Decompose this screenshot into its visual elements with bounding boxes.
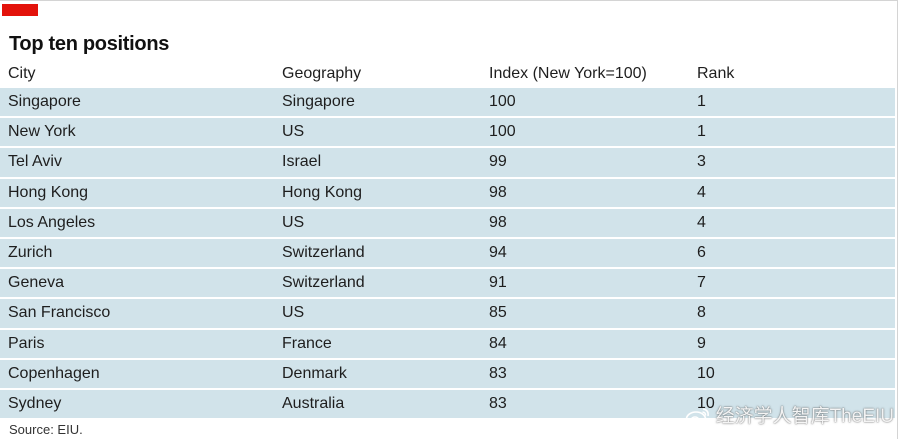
cell-index: 98	[489, 183, 507, 201]
cell-geography: Denmark	[282, 364, 347, 382]
cell-rank: 1	[697, 93, 706, 110]
cell-index: 84	[489, 334, 507, 352]
cell-geography: US	[282, 304, 305, 322]
cell-rank: 4	[697, 213, 706, 231]
cell-city: New York	[8, 123, 76, 141]
ranking-table: City Geography Index (New York=100) Rank…	[0, 60, 895, 420]
table-row: Los Angeles US 98 4	[0, 208, 895, 237]
red-tag-logo	[2, 4, 38, 16]
cell-city: Singapore	[8, 93, 81, 110]
cell-city: Hong Kong	[8, 183, 89, 201]
cell-geography: Switzerland	[282, 274, 365, 292]
cell-rank: 10	[697, 364, 715, 382]
cell-city: Zurich	[8, 243, 53, 261]
table-row: Hong Kong Hong Kong 98 4	[0, 178, 895, 207]
cell-rank: 10	[697, 394, 715, 412]
table-row: Zurich Switzerland 94 6	[0, 238, 895, 268]
cell-index: 100	[489, 123, 516, 141]
cell-city: Sydney	[8, 394, 62, 412]
table-row: Tel Aviv Israel 99 3	[0, 148, 895, 177]
source-note: Source: EIU.	[9, 422, 83, 437]
cell-rank: 6	[697, 243, 706, 261]
cell-index: 91	[489, 274, 507, 292]
watermark-text: 经济学人智库TheEIU	[715, 406, 894, 427]
cell-rank: 9	[697, 334, 706, 352]
table-header-row: City Geography Index (New York=100) Rank	[0, 60, 895, 88]
cell-geography: US	[282, 213, 305, 231]
table-row: Geneva Switzerland 91 7	[0, 269, 895, 298]
cell-rank: 1	[697, 123, 706, 141]
table-row: Copenhagen Denmark 83 10	[0, 359, 895, 388]
cell-rank: 4	[697, 183, 706, 201]
cell-rank: 3	[697, 153, 706, 171]
cell-geography: Switzerland	[282, 243, 365, 261]
table-row: Paris France 84 9	[0, 329, 895, 358]
cell-rank: 7	[697, 274, 706, 292]
cell-geography: France	[282, 334, 332, 352]
cell-city: Los Angeles	[8, 213, 96, 231]
cell-index: 100	[489, 93, 516, 110]
cell-city: Tel Aviv	[8, 153, 62, 171]
table-title: Top ten positions	[9, 33, 170, 55]
table-row: San Francisco US 85 8	[0, 299, 895, 328]
cell-city: Paris	[8, 334, 45, 352]
cell-index: 83	[489, 394, 507, 412]
cell-rank: 8	[697, 304, 706, 322]
cell-geography: US	[282, 123, 305, 141]
header-city: City	[8, 65, 36, 82]
header-geography: Geography	[282, 65, 362, 82]
table-body: Singapore Singapore 100 1 New York US 100 1 Tel …	[0, 88, 895, 419]
cell-index: 98	[489, 213, 507, 231]
weibo-watermark: 经济学人智库TheEIU	[685, 402, 894, 432]
cell-geography: Singapore	[282, 93, 355, 110]
cell-index: 83	[489, 364, 507, 382]
cell-city: Geneva	[8, 274, 65, 292]
weibo-icon	[685, 408, 709, 427]
cell-index: 94	[489, 243, 507, 261]
cell-geography: Australia	[282, 394, 345, 412]
header-rank: Rank	[697, 65, 735, 82]
table-row: New York US 100 1	[0, 118, 895, 147]
table-row: Singapore Singapore 100 1	[0, 88, 895, 117]
cell-city: San Francisco	[8, 304, 111, 322]
cell-geography: Israel	[282, 153, 322, 171]
cell-index: 99	[489, 153, 507, 171]
cell-index: 85	[489, 304, 507, 322]
table-row: Sydney Australia 83 10	[0, 389, 895, 419]
header-index: Index (New York=100)	[489, 65, 647, 82]
cell-geography: Hong Kong	[282, 183, 363, 201]
cell-city: Copenhagen	[8, 364, 100, 382]
